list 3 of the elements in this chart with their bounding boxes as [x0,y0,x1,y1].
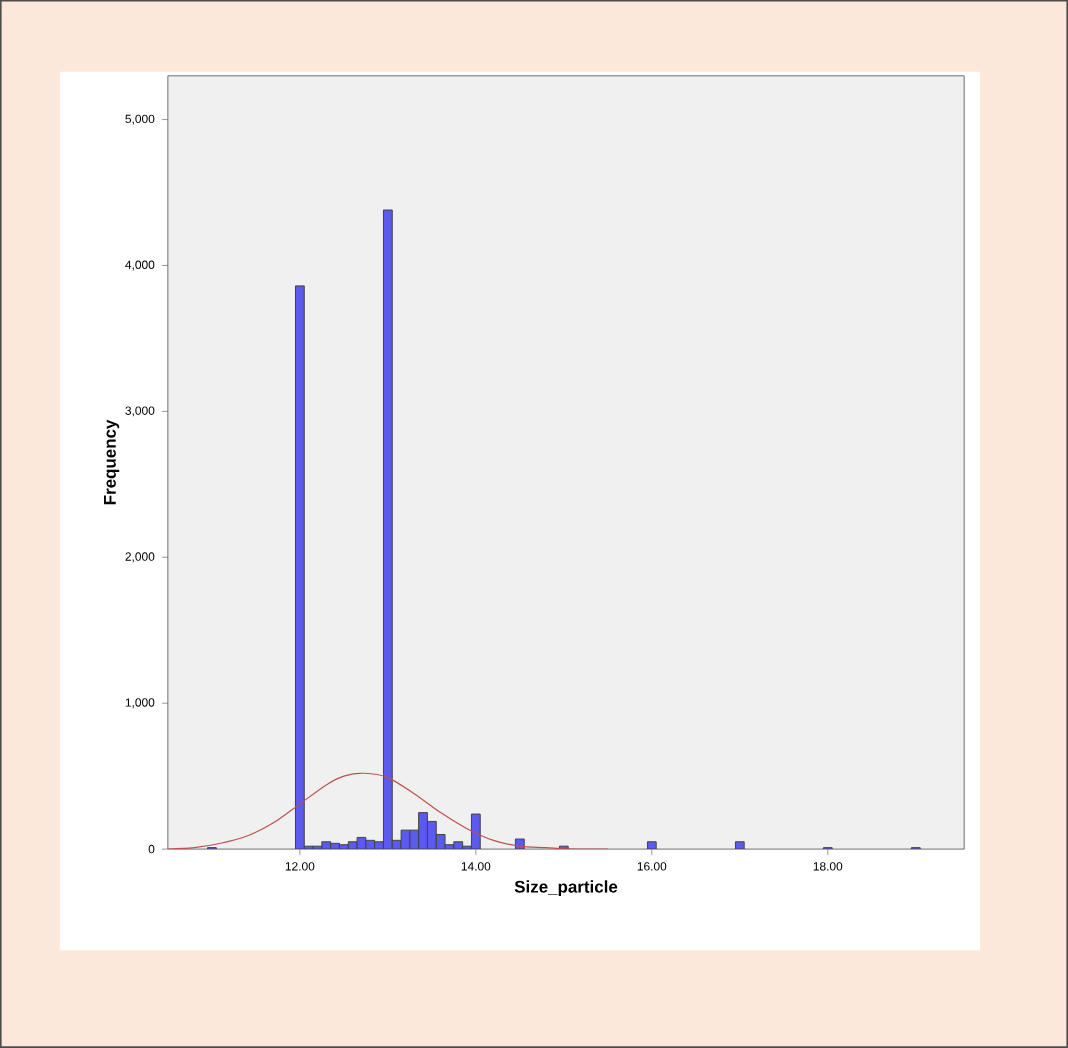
x-axis-title: Size_particle [514,880,618,897]
y-axis-title: Frequency [104,419,120,505]
line-series [167,772,609,850]
